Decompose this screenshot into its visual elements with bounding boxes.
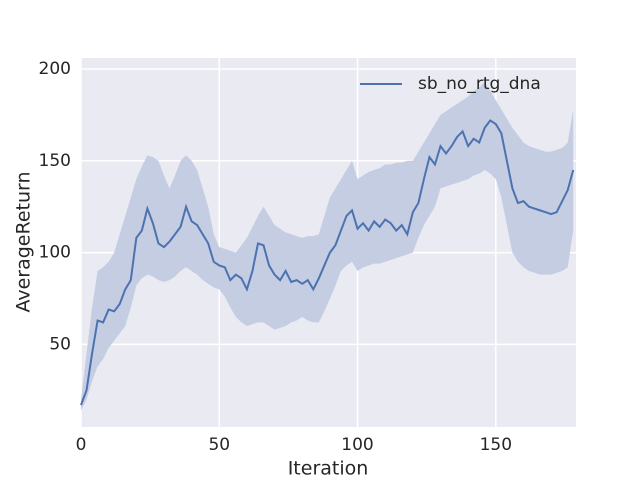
x-tick-label: 0 (76, 435, 87, 455)
y-tick-label: 50 (49, 334, 71, 354)
x-tick-label: 50 (208, 435, 230, 455)
y-tick-label: 200 (39, 59, 71, 79)
y-tick-label: 100 (39, 243, 71, 263)
confidence-band (81, 81, 574, 411)
legend-label: sb_no_rtg_dna (418, 74, 541, 94)
y-tick-label: 150 (39, 151, 71, 171)
x-axis-label: Iteration (288, 458, 369, 480)
x-tick-label: 150 (480, 435, 512, 455)
y-axis-label: AverageReturn (13, 171, 35, 312)
x-tick-label: 100 (341, 435, 373, 455)
line (80, 119, 575, 406)
